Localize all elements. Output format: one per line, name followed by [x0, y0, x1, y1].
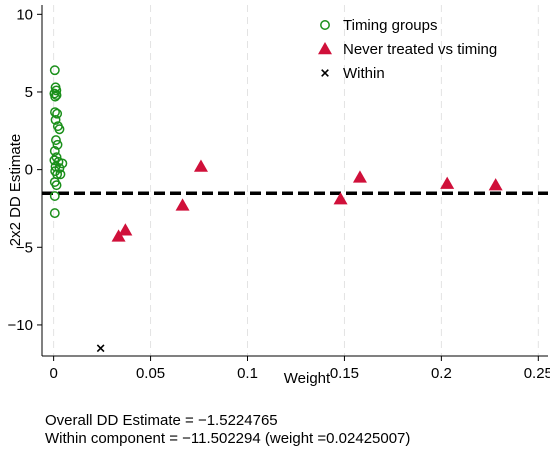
- never-treated-point: [175, 198, 190, 211]
- legend-key-1: [320, 20, 330, 30]
- timing-group-point: [50, 114, 61, 125]
- within-component-note: Within component = −11.502294 (weight =0…: [45, 430, 411, 447]
- x-tick-label: 0.1: [237, 365, 258, 382]
- timing-group-point: [52, 108, 63, 119]
- x-tick-label: 0.15: [330, 365, 359, 382]
- axes: 0 0.05 0.1 0.15 0.2 0.25 10 5 0 −5 −10: [8, 5, 550, 382]
- never-treated-point: [352, 170, 367, 183]
- y-tick-label: 0: [25, 162, 33, 179]
- y-axis-title: 2x2 DD Estimate: [7, 134, 24, 247]
- never-treated-point: [333, 192, 348, 205]
- y-tick-label: 10: [16, 6, 33, 23]
- timing-group-point: [49, 191, 60, 201]
- legend-key-2: [318, 42, 332, 55]
- grid-lines: [53, 5, 539, 356]
- legend-label-1: Timing groups: [343, 17, 437, 34]
- timing-group-point: [51, 180, 62, 191]
- never-treated-point: [193, 159, 208, 172]
- y-tick-label: −10: [8, 317, 33, 334]
- timing-group-point: [49, 146, 60, 156]
- x-tick-label: 0.2: [431, 365, 452, 382]
- legend-key-3: [321, 69, 329, 77]
- never-treated-point: [111, 229, 126, 242]
- never-treated-point: [488, 178, 503, 191]
- legend: Timing groups Never treated vs timing With…: [318, 17, 497, 82]
- never-treated-point: [440, 176, 455, 189]
- x-axis-title: Weight: [284, 370, 331, 387]
- data-marks: [49, 65, 503, 353]
- x-tick-label: 0.05: [136, 365, 165, 382]
- timing-group-point: [55, 169, 66, 180]
- timing-group-point: [49, 208, 60, 219]
- within-point: [96, 344, 105, 353]
- timing-group-point: [51, 135, 61, 146]
- timing-group-point: [50, 91, 61, 102]
- legend-label-2: Never treated vs timing: [343, 41, 497, 58]
- x-tick-label: 0: [49, 365, 57, 382]
- overall-estimate-note: Overall DD Estimate = −1.5224765: [45, 412, 278, 429]
- timing-group-point: [49, 65, 60, 76]
- y-tick-label: 5: [25, 84, 33, 101]
- timing-group-point: [52, 139, 63, 150]
- legend-label-3: Within: [343, 65, 385, 82]
- timing-group-point: [54, 124, 65, 135]
- y-tick-label: −5: [16, 239, 33, 256]
- never-treated-point: [118, 223, 133, 236]
- timing-group-point: [51, 90, 62, 101]
- x-tick-label: 0.25: [524, 365, 550, 382]
